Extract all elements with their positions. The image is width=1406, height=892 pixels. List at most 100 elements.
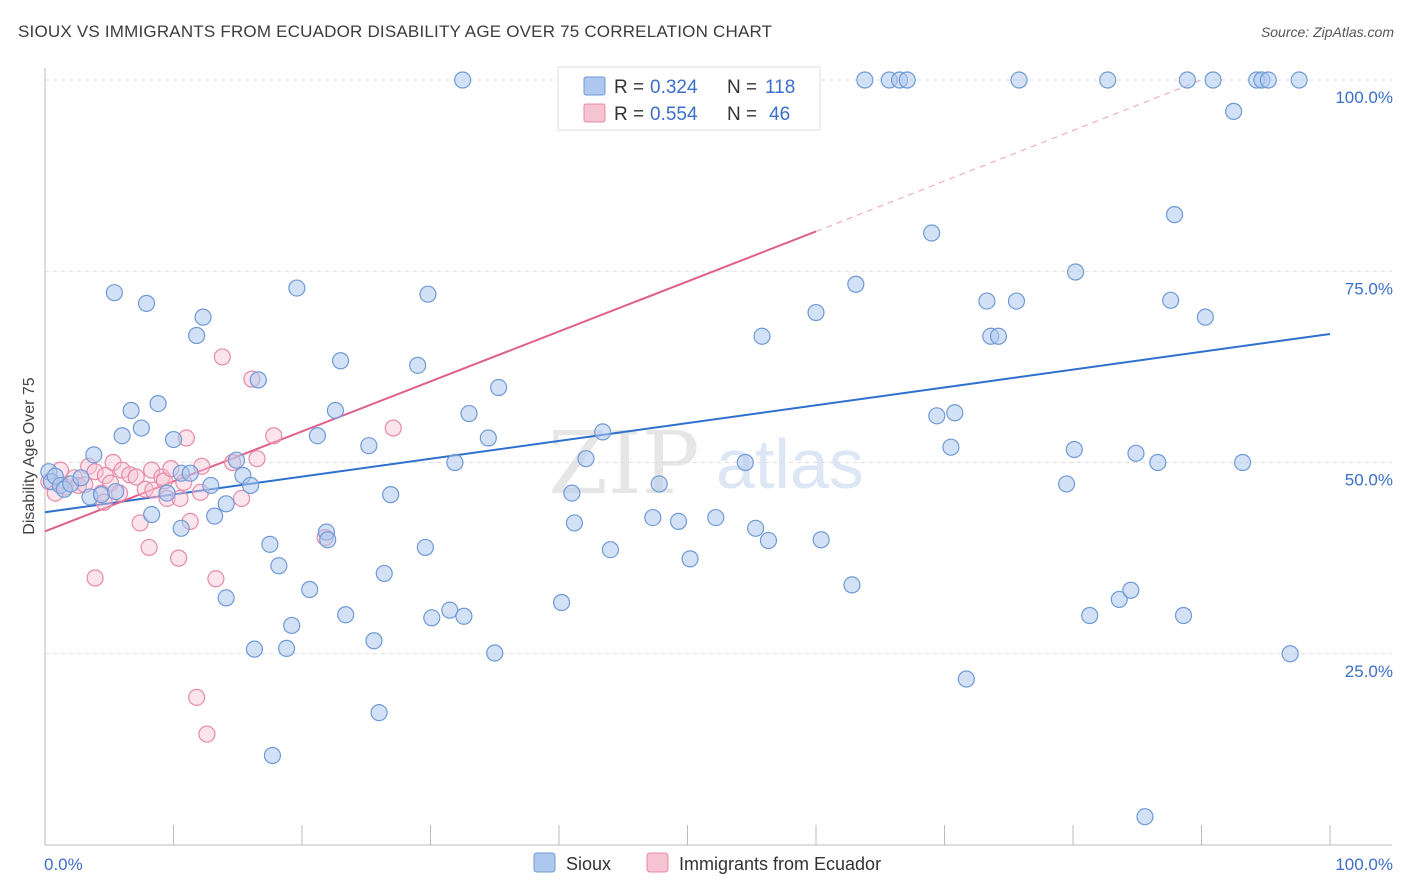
y-tick-label: 75.0% (1345, 279, 1393, 298)
legend-sioux-swatch (533, 852, 556, 873)
ecuador-r-value: 0.554 (650, 104, 698, 125)
sioux-point (1165, 206, 1184, 224)
sioux-point (753, 327, 771, 345)
ecuador-point (207, 570, 225, 588)
ecuador-r-label: R = (614, 104, 644, 125)
sioux-point (1110, 590, 1128, 609)
sioux-point (263, 746, 282, 765)
sioux-point (460, 404, 478, 423)
stats-legend: R = 0.324 N = 118 R = 0.554 N = 46 (557, 66, 821, 131)
sioux-point (650, 475, 668, 493)
sioux-r-label: R = (614, 77, 644, 98)
sioux-point (923, 224, 941, 242)
sioux-point (122, 401, 140, 420)
sioux-point (181, 464, 199, 482)
sioux-point (270, 557, 288, 575)
sioux-point (441, 601, 459, 619)
ecuador-swatch (583, 103, 606, 123)
legend-ecuador-label: Immigrants from Ecuador (679, 854, 881, 874)
sioux-point (812, 531, 830, 549)
sioux-point (283, 616, 301, 635)
ecuador-point (86, 463, 104, 481)
sioux-point (1162, 291, 1180, 309)
sioux-point (563, 484, 581, 502)
x-tick-label: 0.0% (44, 855, 83, 874)
sioux-point (107, 482, 125, 501)
sioux-point (856, 71, 874, 89)
sioux-point (946, 404, 964, 422)
sioux-point (736, 453, 754, 472)
trend-line-ecuador (44, 230, 817, 533)
ecuador-point (86, 569, 104, 587)
sioux-point (759, 531, 778, 550)
legend-ecuador-swatch (646, 852, 669, 873)
sioux-point (365, 632, 383, 650)
sioux-point (217, 495, 235, 513)
y-axis-label: Disability Age Over 75 (21, 377, 38, 535)
sioux-point (1149, 453, 1167, 472)
y-tick-label: 50.0% (1345, 471, 1393, 490)
sioux-point (707, 508, 725, 527)
sioux-point (1196, 308, 1214, 326)
sioux-point (644, 508, 662, 527)
x-tick-labels: 0.0% 100.0% (44, 855, 1393, 874)
sioux-point (565, 514, 584, 532)
sioux-point (137, 294, 156, 312)
sioux-point (308, 427, 327, 445)
sioux-point (1204, 71, 1222, 89)
sioux-point (486, 644, 504, 662)
sioux-point (72, 469, 90, 487)
ecuador-point (127, 468, 145, 486)
y-tick-label: 100.0% (1335, 88, 1393, 107)
sioux-point (1122, 581, 1140, 599)
sioux-point (301, 580, 319, 599)
sioux-point (479, 429, 497, 447)
ecuador-point (143, 461, 161, 479)
sioux-point (577, 450, 595, 468)
sioux-point (1281, 645, 1299, 663)
sioux-point (669, 512, 688, 531)
ecuador-point (140, 538, 158, 557)
legend-sioux-label: Sioux (566, 854, 611, 874)
sioux-point (164, 430, 183, 449)
sioux-point (277, 639, 296, 657)
y-tick-labels: 25.0% 50.0% 75.0% 100.0% (1335, 88, 1393, 681)
sioux-point (898, 71, 916, 89)
sioux-point (807, 303, 825, 322)
sioux-point (92, 486, 111, 504)
sioux-point (1290, 71, 1308, 89)
sioux-point (1225, 102, 1243, 120)
sioux-swatch (583, 76, 606, 96)
sioux-point (1127, 444, 1145, 462)
sioux-n-value: 118 (765, 77, 795, 98)
chart-source: Source: ZipAtlas.com (1260, 24, 1394, 40)
sioux-point (217, 589, 235, 607)
x-tick-label: 100.0% (1335, 855, 1393, 874)
sioux-point (928, 407, 946, 425)
sioux-point (158, 484, 176, 502)
sioux-point (132, 419, 150, 437)
ecuador-point (170, 549, 188, 567)
sioux-point (681, 550, 699, 568)
ecuador-point (198, 725, 216, 743)
sioux-points (40, 71, 1308, 826)
bottom-legend: Sioux Immigrants from Ecuador (533, 852, 881, 874)
sioux-point (594, 423, 612, 441)
axes (44, 68, 1392, 846)
sioux-point (1259, 71, 1277, 89)
ecuador-point (131, 514, 149, 532)
ecuador-point (265, 427, 283, 445)
sioux-point (1066, 263, 1085, 281)
sioux-point (1057, 475, 1076, 493)
sioux-point (978, 292, 996, 310)
ecuador-point (188, 688, 206, 706)
sioux-point (382, 486, 400, 504)
trend-line-sioux (44, 332, 1331, 514)
sioux-point (419, 285, 437, 303)
sioux-point (85, 446, 103, 464)
sioux-point (105, 284, 123, 302)
ecuador-n-value: 46 (769, 104, 790, 125)
sioux-point (242, 476, 260, 495)
sioux-point (202, 476, 220, 495)
sioux-point (1081, 606, 1099, 625)
